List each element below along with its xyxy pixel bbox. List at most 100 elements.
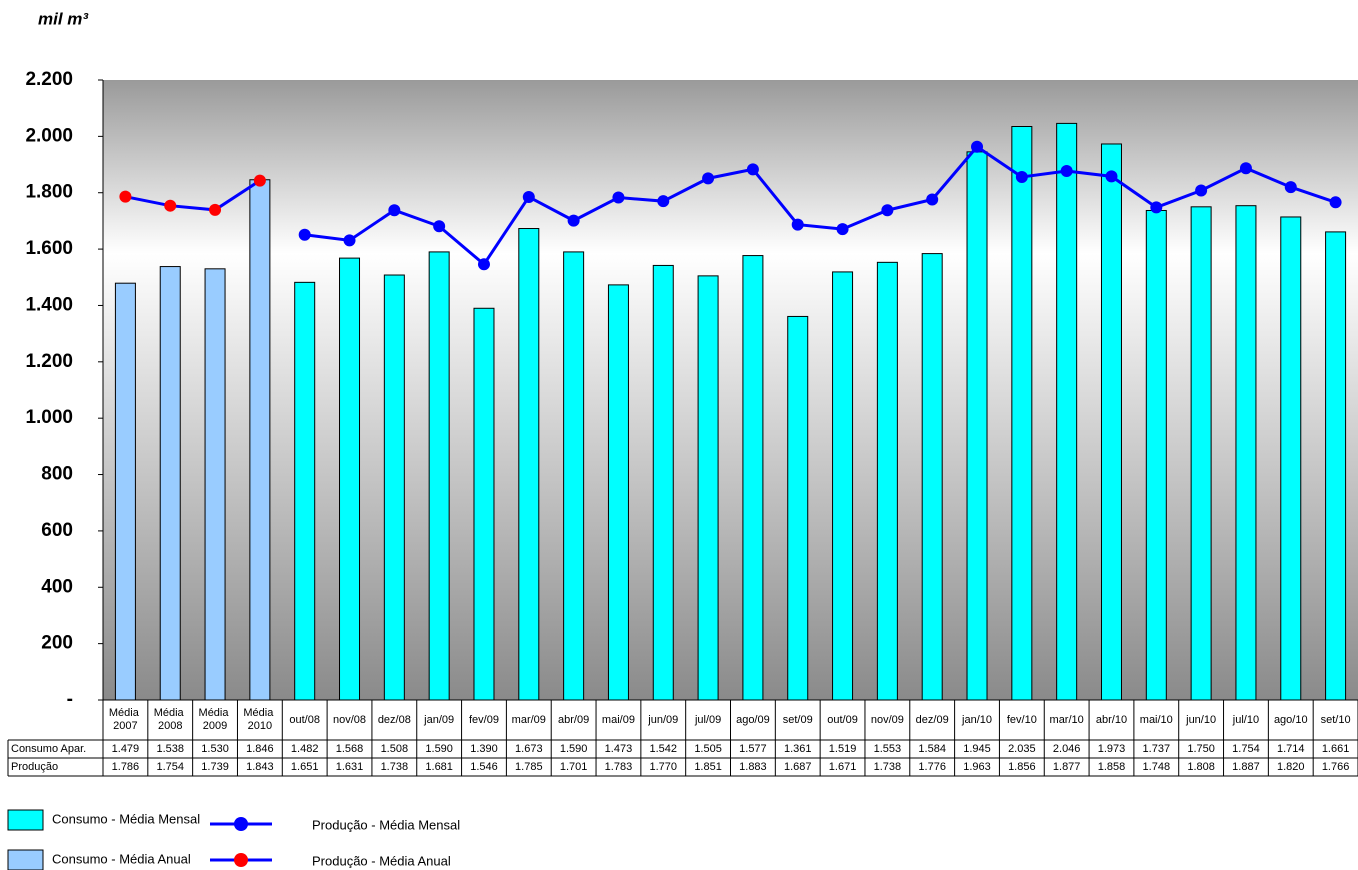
bar — [159, 266, 181, 701]
x-tick-label: set/09 — [783, 714, 813, 726]
y-tick-label: 1.000 — [25, 407, 73, 428]
table-value: 1.750 — [1187, 743, 1215, 755]
marker — [746, 163, 759, 176]
table-value: 1.508 — [381, 743, 409, 755]
marker — [433, 220, 446, 233]
y-tick-label: 200 — [41, 633, 73, 654]
marker — [1060, 165, 1073, 178]
table-value: 1.820 — [1277, 761, 1305, 773]
marker — [657, 195, 670, 208]
table-value: 1.748 — [1143, 761, 1171, 773]
x-tick-label: fev/10 — [1007, 714, 1037, 726]
x-tick-label: jul/09 — [694, 714, 721, 726]
bar — [1011, 126, 1033, 701]
table-value: 1.390 — [470, 743, 498, 755]
table-value: 1.701 — [560, 761, 588, 773]
table-value: 1.843 — [246, 761, 274, 773]
legend-marker — [234, 853, 248, 867]
y-tick-label: 1.800 — [25, 182, 73, 203]
bar — [1280, 216, 1302, 701]
y-tick-label: 1.600 — [25, 238, 73, 259]
marker — [791, 218, 804, 231]
y-tick-label: - — [67, 689, 73, 710]
bar — [921, 253, 943, 701]
bar — [204, 268, 226, 701]
bar — [1056, 122, 1078, 701]
table-value: 1.963 — [963, 761, 991, 773]
table-value: 1.766 — [1322, 761, 1350, 773]
table-value: 1.590 — [560, 743, 588, 755]
legend-marker — [234, 817, 248, 831]
x-tick-label: dez/09 — [916, 714, 949, 726]
marker — [1239, 162, 1252, 175]
table-value: 1.568 — [336, 743, 364, 755]
table-value: 1.681 — [425, 761, 453, 773]
table-value: 1.846 — [246, 743, 274, 755]
table-value: 1.631 — [336, 761, 364, 773]
y-tick-label: 1.400 — [25, 294, 73, 315]
line — [304, 144, 1337, 267]
table-value: 1.577 — [739, 743, 767, 755]
x-tick-label: Média 2010 — [243, 707, 276, 732]
table-value: 1.737 — [1143, 743, 1171, 755]
y-tick-label: 2.200 — [25, 69, 73, 90]
table-value: 1.687 — [784, 761, 812, 773]
x-tick-label: ago/09 — [736, 714, 770, 726]
x-tick-label: out/09 — [827, 714, 858, 726]
bar — [1145, 209, 1167, 701]
table-value: 1.714 — [1277, 743, 1305, 755]
legend-label: Consumo - Média Anual — [52, 851, 191, 866]
bar — [428, 251, 450, 701]
table-value: 1.673 — [515, 743, 543, 755]
marker — [881, 204, 894, 217]
table-value: 1.546 — [470, 761, 498, 773]
row-label: Consumo Apar. — [11, 743, 86, 755]
marker — [298, 228, 311, 241]
x-tick-label: mai/09 — [602, 714, 635, 726]
table-value: 1.738 — [874, 761, 902, 773]
bar — [294, 281, 316, 701]
bar — [652, 264, 674, 701]
table-value: 1.590 — [425, 743, 453, 755]
bar — [518, 228, 540, 701]
marker — [612, 191, 625, 204]
table-value: 1.361 — [784, 743, 812, 755]
table-value: 1.887 — [1232, 761, 1260, 773]
x-tick-label: out/08 — [289, 714, 320, 726]
bar — [339, 257, 361, 701]
x-tick-label: mar/10 — [1050, 714, 1084, 726]
table-value: 1.973 — [1098, 743, 1126, 755]
x-tick-label: abr/09 — [558, 714, 589, 726]
legend-swatch — [7, 809, 44, 831]
x-tick-label: nov/09 — [871, 714, 904, 726]
marker — [119, 190, 132, 203]
table-value: 1.785 — [515, 761, 543, 773]
x-tick-label: dez/08 — [378, 714, 411, 726]
bar — [876, 261, 898, 701]
bar — [966, 151, 988, 701]
bar — [1235, 205, 1257, 701]
table-value: 1.754 — [156, 761, 184, 773]
bar — [563, 251, 585, 701]
table-value: 1.538 — [156, 743, 184, 755]
bar — [607, 284, 629, 701]
legend-label: Produção - Média Anual — [312, 853, 451, 868]
bar — [1190, 206, 1212, 701]
table-value: 1.738 — [381, 761, 409, 773]
marker — [567, 214, 580, 227]
table-value: 1.651 — [291, 761, 319, 773]
table-value: 1.661 — [1322, 743, 1350, 755]
table-value: 1.754 — [1232, 743, 1260, 755]
table-value: 1.883 — [739, 761, 767, 773]
y-tick-label: 600 — [41, 520, 73, 541]
x-tick-label: jun/09 — [647, 714, 678, 726]
table-value: 1.851 — [694, 761, 722, 773]
marker — [1150, 201, 1163, 214]
table-value: 1.877 — [1053, 761, 1081, 773]
line — [125, 179, 261, 212]
y-axis-title: mil m³ — [38, 9, 89, 28]
table-value: 1.671 — [829, 761, 857, 773]
x-tick-label: jun/10 — [1185, 714, 1216, 726]
bar — [832, 271, 854, 701]
